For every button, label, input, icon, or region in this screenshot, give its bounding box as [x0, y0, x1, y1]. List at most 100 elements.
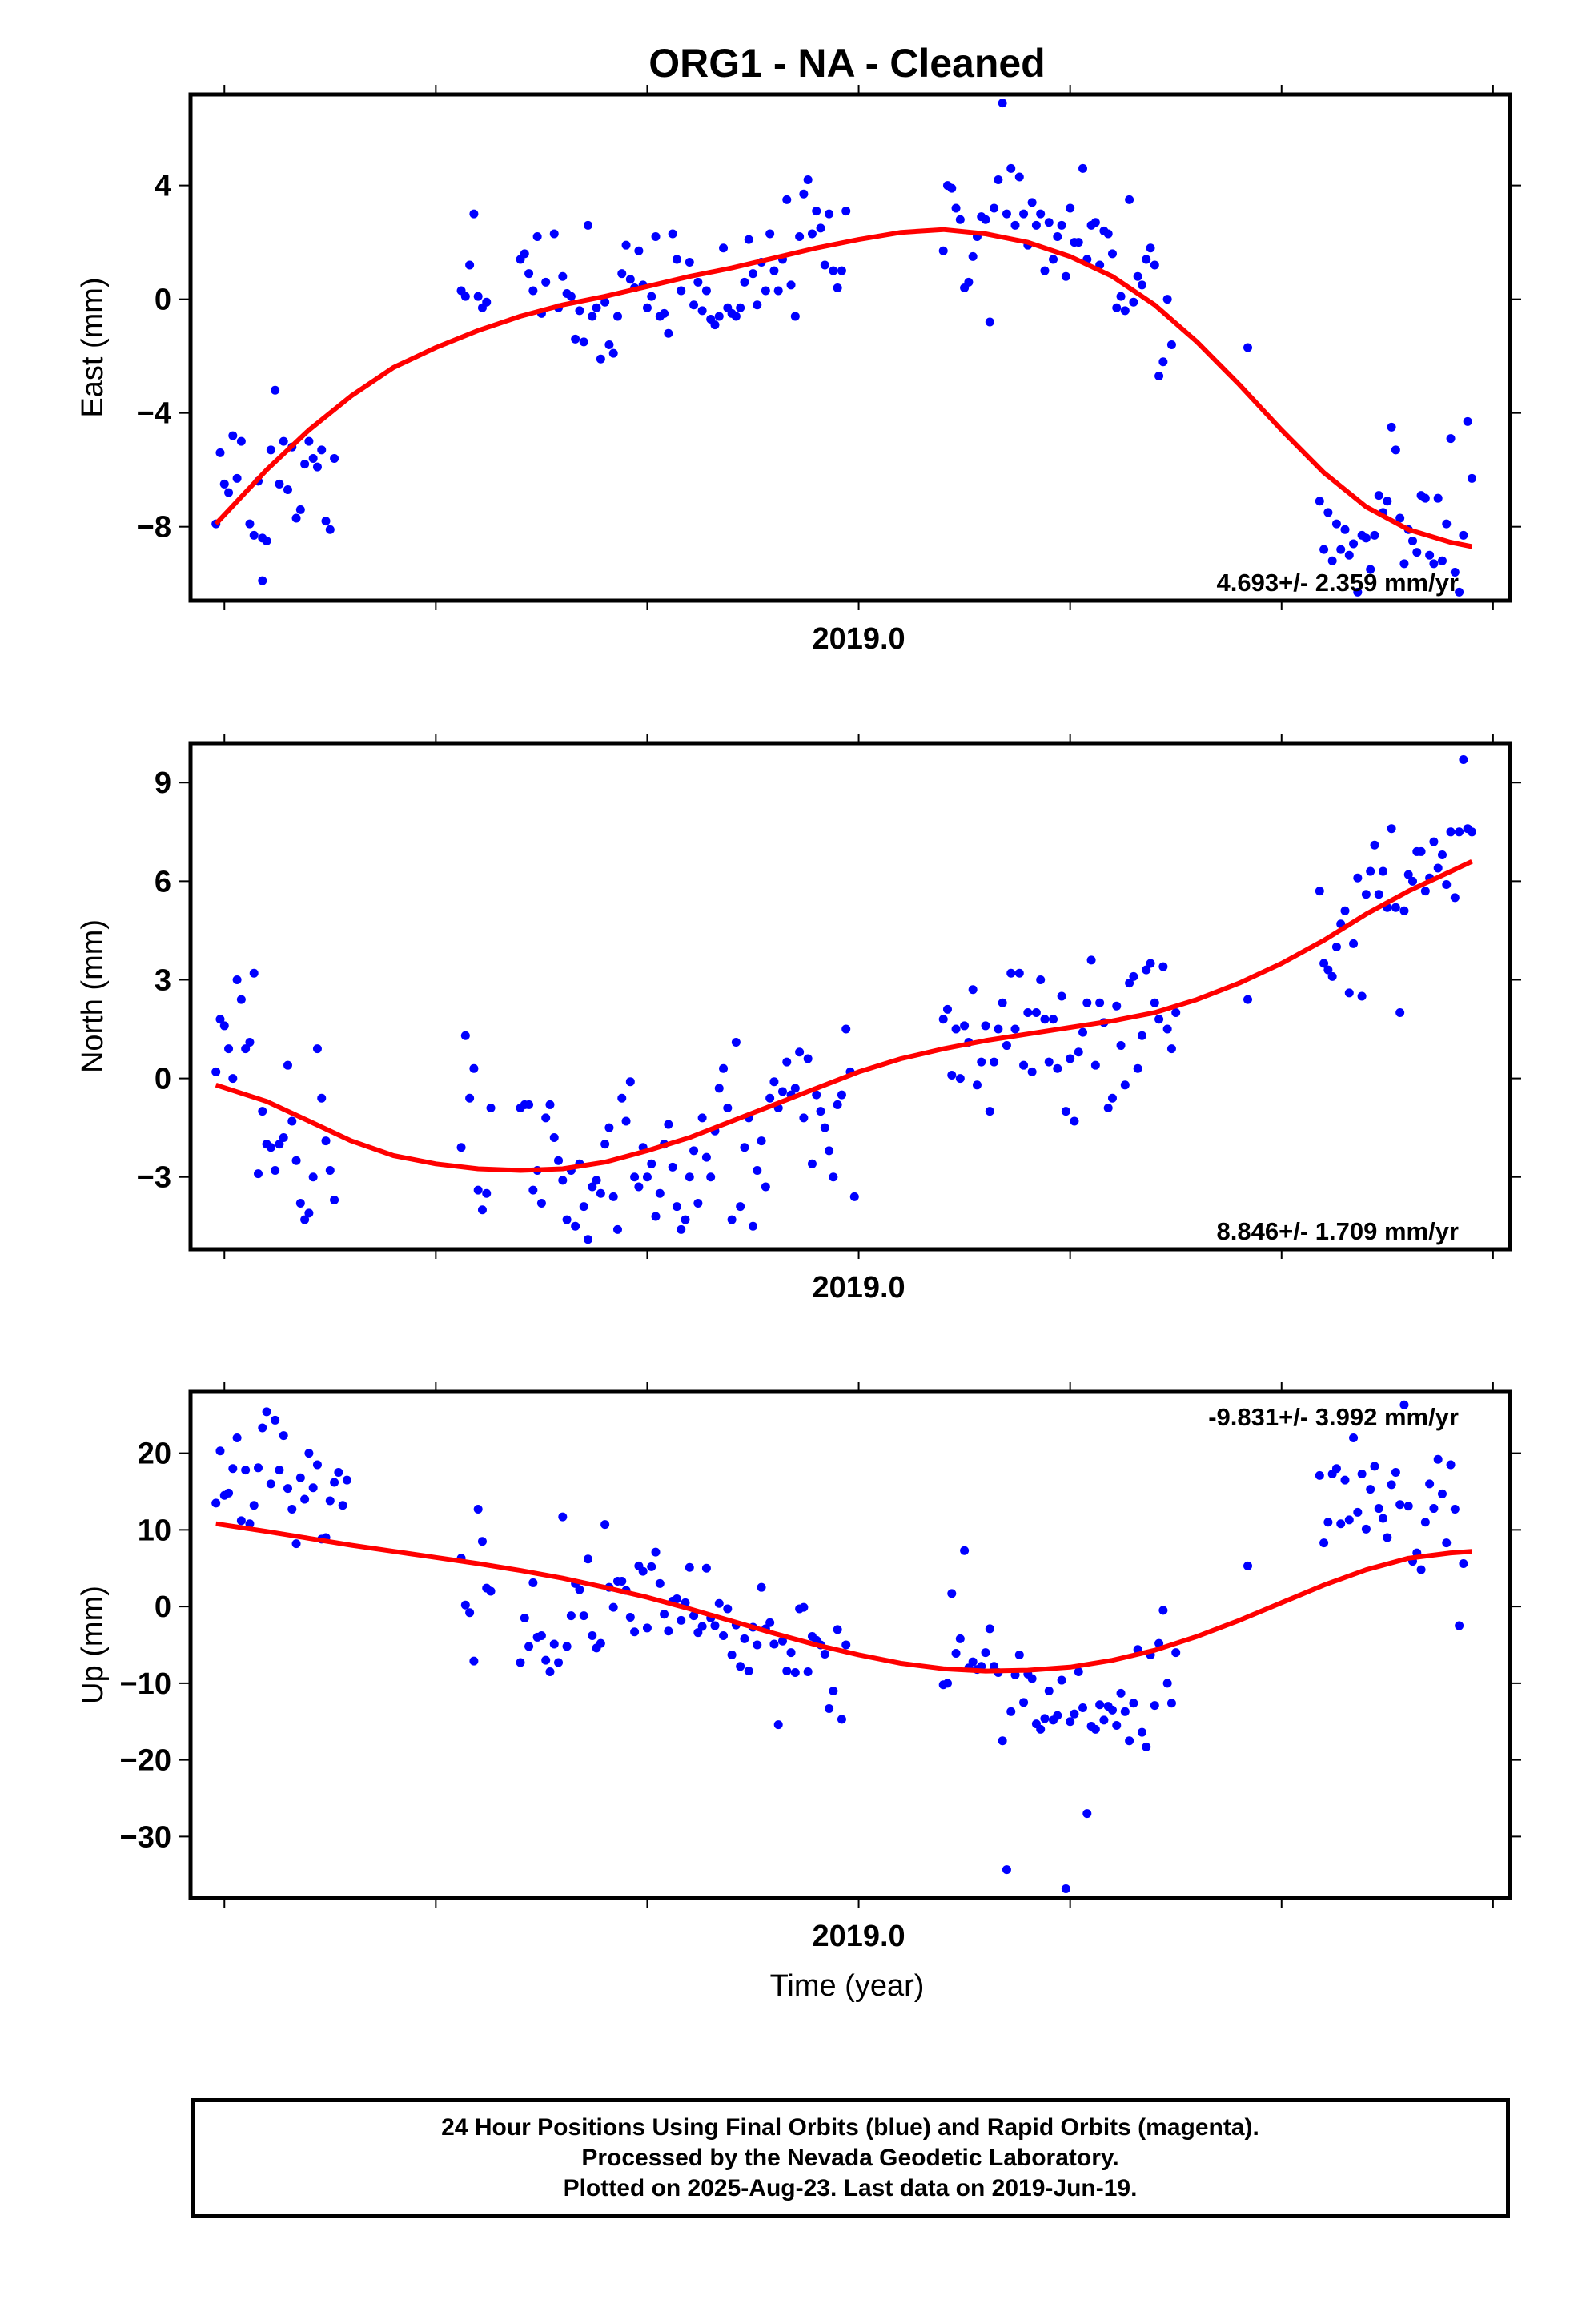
data-point — [727, 1650, 737, 1659]
data-point — [1370, 840, 1379, 850]
data-point — [697, 1622, 707, 1631]
data-point — [1323, 508, 1333, 517]
data-point — [608, 348, 618, 358]
data-point — [1103, 229, 1113, 239]
data-point — [960, 1021, 970, 1031]
data-point — [803, 1667, 813, 1677]
data-point — [1061, 1884, 1070, 1894]
data-point — [1353, 873, 1363, 883]
data-point — [1344, 1515, 1354, 1525]
data-point — [1429, 1504, 1439, 1514]
data-point — [1010, 220, 1020, 230]
data-point — [532, 232, 542, 242]
data-point — [664, 1626, 673, 1636]
data-point — [1006, 163, 1016, 173]
data-point — [994, 1024, 1003, 1034]
data-point — [482, 297, 492, 307]
data-point — [279, 1132, 288, 1142]
data-point — [651, 1212, 661, 1221]
data-point — [1142, 255, 1151, 264]
data-point — [528, 1578, 538, 1587]
data-point — [258, 1423, 267, 1433]
data-point — [1455, 587, 1464, 597]
data-point — [1399, 1400, 1409, 1409]
data-point — [1450, 1505, 1460, 1514]
data-point — [833, 1625, 842, 1634]
data-point — [1353, 587, 1363, 597]
data-point — [1036, 1724, 1046, 1734]
data-point — [1429, 559, 1439, 569]
data-point — [740, 1634, 749, 1643]
data-point — [1074, 1667, 1083, 1677]
data-point — [1315, 887, 1324, 896]
data-point — [1036, 209, 1046, 219]
data-point — [938, 246, 948, 255]
data-point — [1027, 1067, 1037, 1076]
data-point — [749, 1221, 758, 1231]
data-point — [1357, 991, 1367, 1001]
data-point — [236, 436, 246, 446]
y-axis-label: North (mm) — [76, 919, 110, 1073]
data-point — [761, 286, 770, 296]
data-point — [1002, 1041, 1011, 1051]
data-point — [575, 1585, 584, 1594]
data-point — [1162, 1679, 1172, 1688]
data-point — [753, 1640, 762, 1650]
data-point — [753, 1166, 762, 1176]
x-tick-label: 2019.0 — [812, 1920, 905, 1953]
data-point — [1366, 565, 1375, 574]
data-point — [1154, 1015, 1164, 1024]
data-point — [744, 1667, 753, 1676]
data-point — [1425, 1479, 1435, 1489]
data-point — [1420, 493, 1430, 503]
data-point — [1040, 1015, 1050, 1024]
data-point — [1150, 998, 1159, 1007]
data-point — [951, 1024, 961, 1034]
data-point — [837, 1715, 846, 1724]
data-point — [1374, 491, 1383, 501]
data-point — [308, 1172, 318, 1182]
data-point — [642, 303, 652, 312]
data-point — [773, 1720, 783, 1730]
y-tick-label: −20 — [120, 1744, 171, 1778]
data-point — [1450, 893, 1460, 903]
data-point — [1107, 1705, 1117, 1715]
data-point — [562, 1215, 572, 1224]
data-point — [677, 286, 686, 296]
data-point — [271, 385, 280, 395]
data-point — [258, 576, 267, 585]
data-point — [275, 1466, 284, 1475]
data-point — [1125, 195, 1134, 204]
data-point — [1340, 906, 1350, 915]
data-point — [473, 1185, 483, 1195]
data-point — [955, 215, 965, 224]
data-point — [1446, 434, 1456, 444]
data-point — [1010, 1024, 1020, 1034]
data-point — [807, 1159, 817, 1168]
data-point — [1395, 1500, 1405, 1510]
data-point — [777, 1087, 787, 1096]
data-point — [655, 1578, 665, 1588]
y-tick-label: 9 — [155, 766, 171, 800]
data-point — [1374, 890, 1383, 899]
data-point — [254, 1463, 263, 1473]
data-point — [1344, 988, 1354, 998]
data-point — [460, 1031, 470, 1040]
chart-title: ORG1 - NA - Cleaned — [648, 41, 1045, 86]
data-point — [714, 1084, 724, 1093]
data-point — [312, 1044, 322, 1054]
data-point — [1040, 266, 1050, 275]
data-point — [1044, 1057, 1054, 1067]
data-point — [1171, 1008, 1181, 1018]
data-point — [1366, 866, 1375, 876]
rate-label: 4.693+/- 2.359 mm/yr — [1217, 569, 1459, 597]
data-point — [841, 207, 851, 216]
y-tick-label: 0 — [155, 283, 171, 317]
data-point — [266, 1479, 275, 1489]
data-point — [782, 195, 792, 204]
data-point — [549, 1639, 559, 1649]
data-point — [308, 453, 318, 463]
data-point — [592, 303, 601, 312]
data-point — [677, 1615, 686, 1625]
data-point — [994, 175, 1003, 185]
